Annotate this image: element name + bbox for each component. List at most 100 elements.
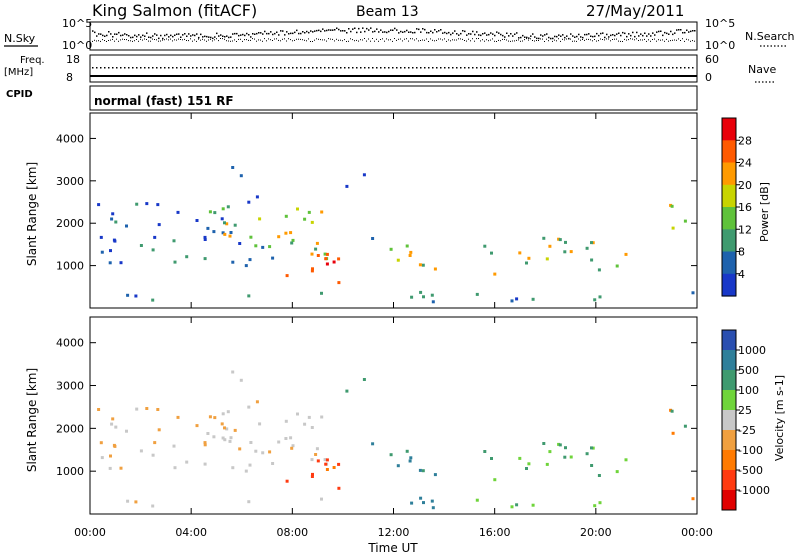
nsky-point (436, 31, 438, 33)
nsearch-point (668, 40, 669, 42)
echo-cell (563, 250, 567, 254)
nsky-point (182, 34, 184, 36)
nsky-point (268, 32, 270, 35)
echo-cell (208, 415, 212, 419)
nsky-point (328, 29, 330, 31)
nave-point (152, 67, 154, 69)
nsearch-point (660, 39, 661, 41)
echo-cell (475, 292, 479, 296)
nsearch-point (382, 38, 383, 40)
nsky-point (276, 31, 278, 33)
nsky-point (534, 36, 536, 38)
nsearch-point (472, 38, 473, 40)
nsearch-point (170, 38, 171, 40)
x-tick-label: 16:00 (479, 526, 511, 539)
nsky-point (516, 32, 518, 34)
echo-cell (112, 238, 116, 242)
nsearch-point (354, 40, 355, 42)
echo-cell (291, 444, 295, 448)
echo-cell (185, 460, 189, 464)
nsearch-point (524, 39, 525, 41)
echo-cell (225, 222, 229, 226)
nsearch-point (384, 40, 385, 42)
nsearch-point (536, 40, 537, 41)
nave-point (344, 67, 346, 69)
nsky-point (228, 36, 230, 39)
echo-cell (337, 462, 341, 466)
echo-cell (670, 409, 674, 413)
echo-cell (307, 210, 311, 214)
nsky-point (694, 30, 696, 32)
echo-cell (325, 252, 329, 256)
echo-cell (545, 462, 549, 466)
nsky-point (460, 32, 462, 35)
echo-cell (233, 223, 237, 227)
echo-cell (310, 269, 314, 273)
echo-cell (409, 250, 413, 254)
nsky-point (462, 30, 464, 32)
echo-cell (422, 501, 425, 505)
y-tick-label: 1000 (56, 465, 84, 478)
nsky-point (412, 32, 414, 34)
nsky-point (374, 30, 376, 33)
nsky-point (540, 34, 542, 36)
colorbar-tick-label: 28 (738, 134, 752, 147)
power-panel-frame (89, 112, 698, 309)
echo-cell (557, 442, 561, 446)
nsky-point (406, 29, 408, 32)
echo-cell (109, 454, 112, 458)
nave-point (392, 67, 394, 69)
echo-cell (389, 247, 393, 251)
nsearch-point (630, 38, 631, 40)
colorbar-segment (722, 330, 736, 351)
echo-cell (590, 464, 594, 467)
nsearch-point (120, 39, 121, 41)
nsky-point (458, 34, 460, 36)
nsearch-label: N.Search (745, 30, 795, 43)
nsearch-point (502, 38, 503, 40)
nave-point (512, 67, 514, 69)
nsky-point (220, 34, 222, 36)
nsearch-point (156, 39, 157, 41)
nsky-point (500, 33, 502, 36)
echo-cell (310, 426, 314, 429)
nsearch-point (204, 39, 205, 41)
echo-cell (255, 400, 259, 404)
nsky-point (564, 36, 566, 39)
echo-cell (223, 438, 227, 442)
nsky-point (466, 34, 468, 36)
nsky-point (92, 30, 94, 32)
echo-cell (518, 456, 522, 460)
nave-point (600, 67, 602, 69)
nsearch-point (494, 40, 495, 42)
velocity-y-tick-labels: 4000 3000 2000 1000 (56, 337, 84, 478)
echo-cell (320, 210, 324, 214)
nsearch-point (238, 38, 239, 40)
nave-point (604, 67, 606, 69)
nsky-point (316, 29, 318, 32)
nave-point (272, 67, 274, 69)
nsearch-point (260, 39, 261, 41)
echo-cell (248, 463, 252, 467)
echo-cell (418, 468, 422, 472)
nsky-point (400, 30, 402, 33)
nsky-point (522, 34, 524, 37)
nsky-point (390, 29, 392, 31)
nsky-point (284, 34, 286, 36)
nave-point (516, 67, 518, 69)
nsky-point (252, 33, 254, 35)
nsky-point (680, 29, 682, 31)
nsky-point (100, 33, 102, 35)
echo-cell (271, 256, 275, 260)
nsky-point (542, 35, 544, 37)
echo-cell (430, 499, 434, 503)
nsky-point (114, 33, 116, 35)
nsearch-point (632, 38, 633, 40)
nsearch-point (638, 40, 639, 41)
nave-point (476, 67, 478, 69)
nsky-point (676, 29, 678, 31)
nsearch-point (266, 40, 267, 42)
echo-cell (206, 432, 210, 435)
nsearch-point (218, 40, 219, 42)
nsearch-point (310, 41, 311, 42)
